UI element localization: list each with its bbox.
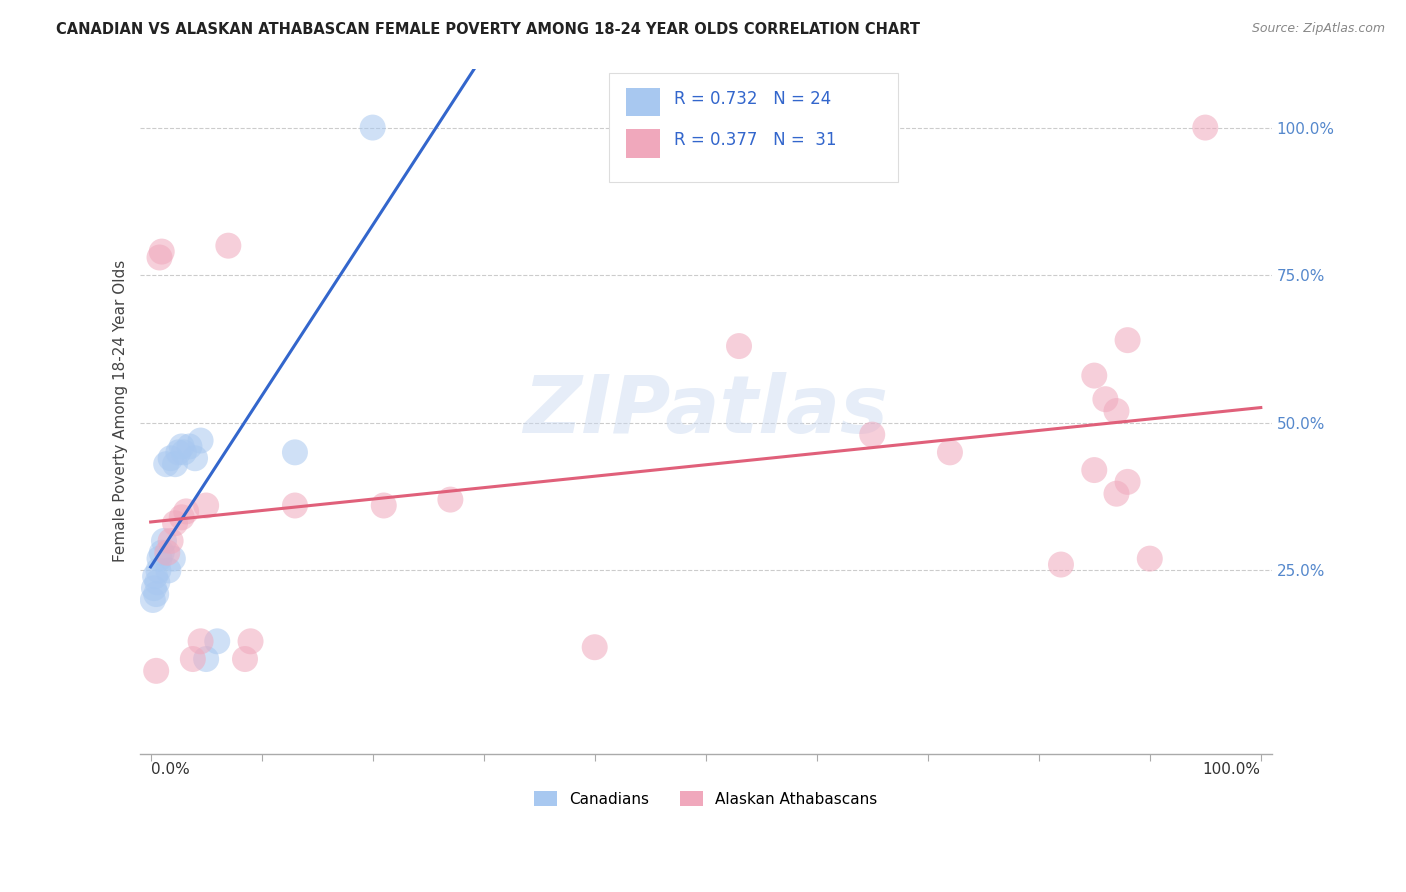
Point xyxy=(860,427,883,442)
Point xyxy=(179,440,201,454)
Point xyxy=(1094,392,1116,407)
Point xyxy=(284,499,307,513)
Point xyxy=(1139,551,1161,566)
Y-axis label: Female Poverty Among 18-24 Year Olds: Female Poverty Among 18-24 Year Olds xyxy=(114,260,128,562)
Bar xyxy=(627,128,661,158)
Point xyxy=(239,634,262,648)
Point xyxy=(190,434,212,448)
Point xyxy=(173,445,195,459)
Point xyxy=(165,516,187,531)
Point xyxy=(150,244,173,259)
Point xyxy=(159,533,181,548)
Point xyxy=(162,551,184,566)
Point xyxy=(174,504,197,518)
Point xyxy=(155,457,177,471)
Point xyxy=(170,440,193,454)
Point xyxy=(184,451,207,466)
Point xyxy=(217,238,239,252)
Point xyxy=(156,546,179,560)
Point xyxy=(1194,120,1216,135)
Point xyxy=(157,564,180,578)
Point xyxy=(165,457,187,471)
Text: ZIPatlas: ZIPatlas xyxy=(523,372,889,450)
Point xyxy=(1083,368,1105,383)
Point xyxy=(373,499,395,513)
Point xyxy=(148,251,170,265)
Point xyxy=(1083,463,1105,477)
Point xyxy=(143,569,166,583)
Text: Source: ZipAtlas.com: Source: ZipAtlas.com xyxy=(1251,22,1385,36)
Text: R = 0.732   N = 24: R = 0.732 N = 24 xyxy=(673,90,831,108)
Point xyxy=(146,575,169,590)
Point xyxy=(150,546,173,560)
Point xyxy=(159,451,181,466)
Point xyxy=(1050,558,1073,572)
Point xyxy=(233,652,256,666)
Point xyxy=(195,652,218,666)
Point xyxy=(361,120,384,135)
Point xyxy=(728,339,751,353)
Point xyxy=(207,634,229,648)
Bar xyxy=(627,87,661,117)
Legend: Canadians, Alaskan Athabascans: Canadians, Alaskan Athabascans xyxy=(526,783,884,814)
Point xyxy=(143,581,166,595)
Point xyxy=(142,593,165,607)
Point xyxy=(1116,475,1139,489)
Text: 0.0%: 0.0% xyxy=(150,763,190,777)
Text: CANADIAN VS ALASKAN ATHABASCAN FEMALE POVERTY AMONG 18-24 YEAR OLDS CORRELATION : CANADIAN VS ALASKAN ATHABASCAN FEMALE PO… xyxy=(56,22,921,37)
Point xyxy=(153,533,176,548)
Point xyxy=(167,445,190,459)
Point xyxy=(439,492,461,507)
FancyBboxPatch shape xyxy=(609,73,898,182)
Point xyxy=(583,640,606,655)
Point xyxy=(170,510,193,524)
Text: 100.0%: 100.0% xyxy=(1202,763,1261,777)
Point xyxy=(145,664,167,678)
Point xyxy=(195,499,218,513)
Point xyxy=(1105,404,1128,418)
Point xyxy=(145,587,167,601)
Point xyxy=(148,564,170,578)
Point xyxy=(1116,333,1139,347)
Point xyxy=(148,551,170,566)
Point xyxy=(190,634,212,648)
Point xyxy=(181,652,204,666)
Point xyxy=(284,445,307,459)
Point xyxy=(939,445,962,459)
Text: R = 0.377   N =  31: R = 0.377 N = 31 xyxy=(673,131,837,150)
Point xyxy=(1105,486,1128,500)
